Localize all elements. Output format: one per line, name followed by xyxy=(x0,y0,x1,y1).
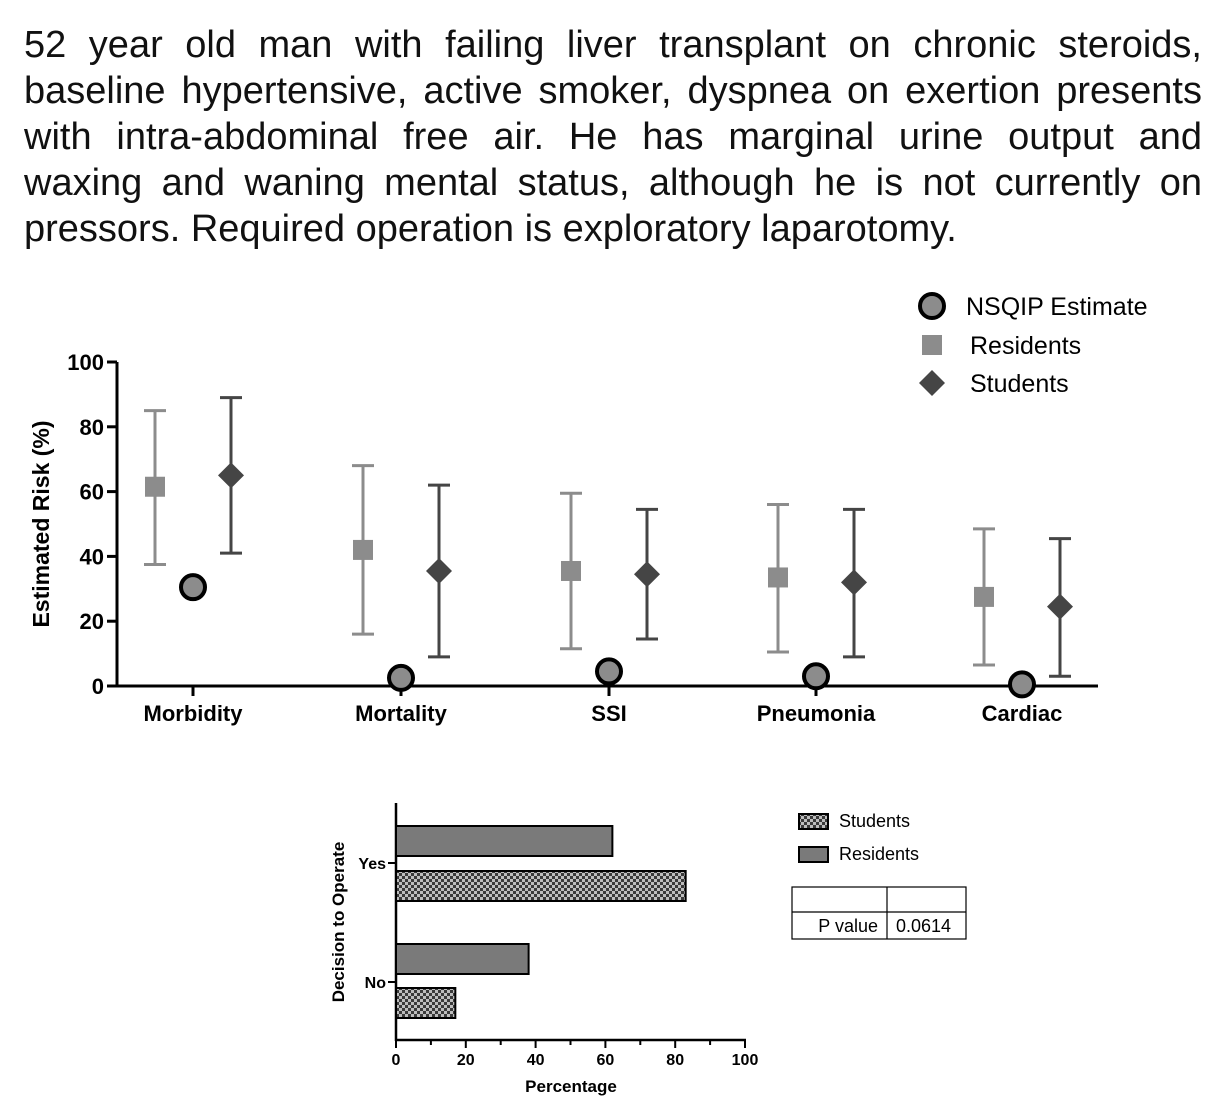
p-value-label: P value xyxy=(818,916,878,936)
residents-point xyxy=(974,586,994,607)
legend-label-students-decision: Students xyxy=(839,811,910,831)
y-tick-label: 40 xyxy=(80,544,104,569)
students-bar xyxy=(395,987,457,1019)
y-tick-label: 0 xyxy=(92,674,104,699)
students-point xyxy=(426,557,452,584)
x-axis-label: Percentage xyxy=(525,1077,617,1096)
legend-label-nsqip-estimate: NSQIP Estimate xyxy=(966,293,1148,321)
legend-swatch-residents xyxy=(798,846,829,863)
y-tick-label: 60 xyxy=(80,480,104,505)
category-label-mortality: Mortality xyxy=(355,701,447,726)
y-axis-label-decision: Decision to Operate xyxy=(329,842,348,1003)
residents-bar xyxy=(395,825,614,857)
category-label-yes: Yes xyxy=(358,856,386,873)
p-value: 0.0614 xyxy=(896,916,951,936)
y-tick-label: 20 xyxy=(80,609,104,634)
category-label-cardiac: Cardiac xyxy=(982,701,1063,726)
x-tick-label-decision: 80 xyxy=(666,1052,684,1069)
x-tick-label-decision: 40 xyxy=(527,1052,545,1069)
category-label-morbidity: Morbidity xyxy=(144,701,244,726)
category-label-pneumonia: Pneumonia xyxy=(757,701,876,726)
scenario-text: 52 year old man with failing liver trans… xyxy=(24,24,1202,250)
students-point xyxy=(841,569,867,596)
legend-marker-nsqip-estimate xyxy=(918,292,946,320)
legend-label-students: Students xyxy=(970,370,1069,398)
residents-point xyxy=(145,476,165,497)
x-tick-label-decision: 60 xyxy=(597,1052,615,1069)
nsqip-estimate-point xyxy=(179,573,207,602)
p-value-table: P value 0.0614 xyxy=(791,886,967,940)
students-point xyxy=(1047,593,1073,620)
x-tick-label-decision: 0 xyxy=(392,1052,401,1069)
students-point xyxy=(218,462,244,489)
legend-swatch-students xyxy=(798,813,829,830)
category-label-no: No xyxy=(365,975,387,992)
y-tick-label: 80 xyxy=(80,415,104,440)
category-label-ssi: SSI xyxy=(591,701,626,726)
residents-point xyxy=(768,567,788,588)
x-tick-label-decision: 20 xyxy=(457,1052,475,1069)
risk-chart: 0 20 40 60 80 100 Morbidity Mortality SSI Pneumon… xyxy=(28,292,1148,726)
nsqip-estimate-point xyxy=(595,657,623,686)
x-tick-label-decision: 100 xyxy=(732,1052,759,1069)
nsqip-estimate-point xyxy=(387,663,415,692)
nsqip-estimate-point xyxy=(802,662,830,691)
legend-marker-students xyxy=(919,370,945,396)
y-tick-label: 100 xyxy=(67,350,104,375)
legend-label-residents: Residents xyxy=(970,332,1081,360)
residents-bar xyxy=(395,943,530,975)
legend-label-residents-decision: Residents xyxy=(839,844,919,864)
residents-point xyxy=(561,560,581,581)
students-point xyxy=(634,561,660,588)
nsqip-estimate-point xyxy=(1008,670,1036,699)
y-axis-label: Estimated Risk (%) xyxy=(28,420,54,627)
students-bar xyxy=(395,870,687,902)
residents-point xyxy=(353,539,373,560)
legend-marker-residents xyxy=(922,335,942,355)
decision-chart: 0 20 40 60 80 100 Yes No Students Residents Perc… xyxy=(329,803,967,1096)
